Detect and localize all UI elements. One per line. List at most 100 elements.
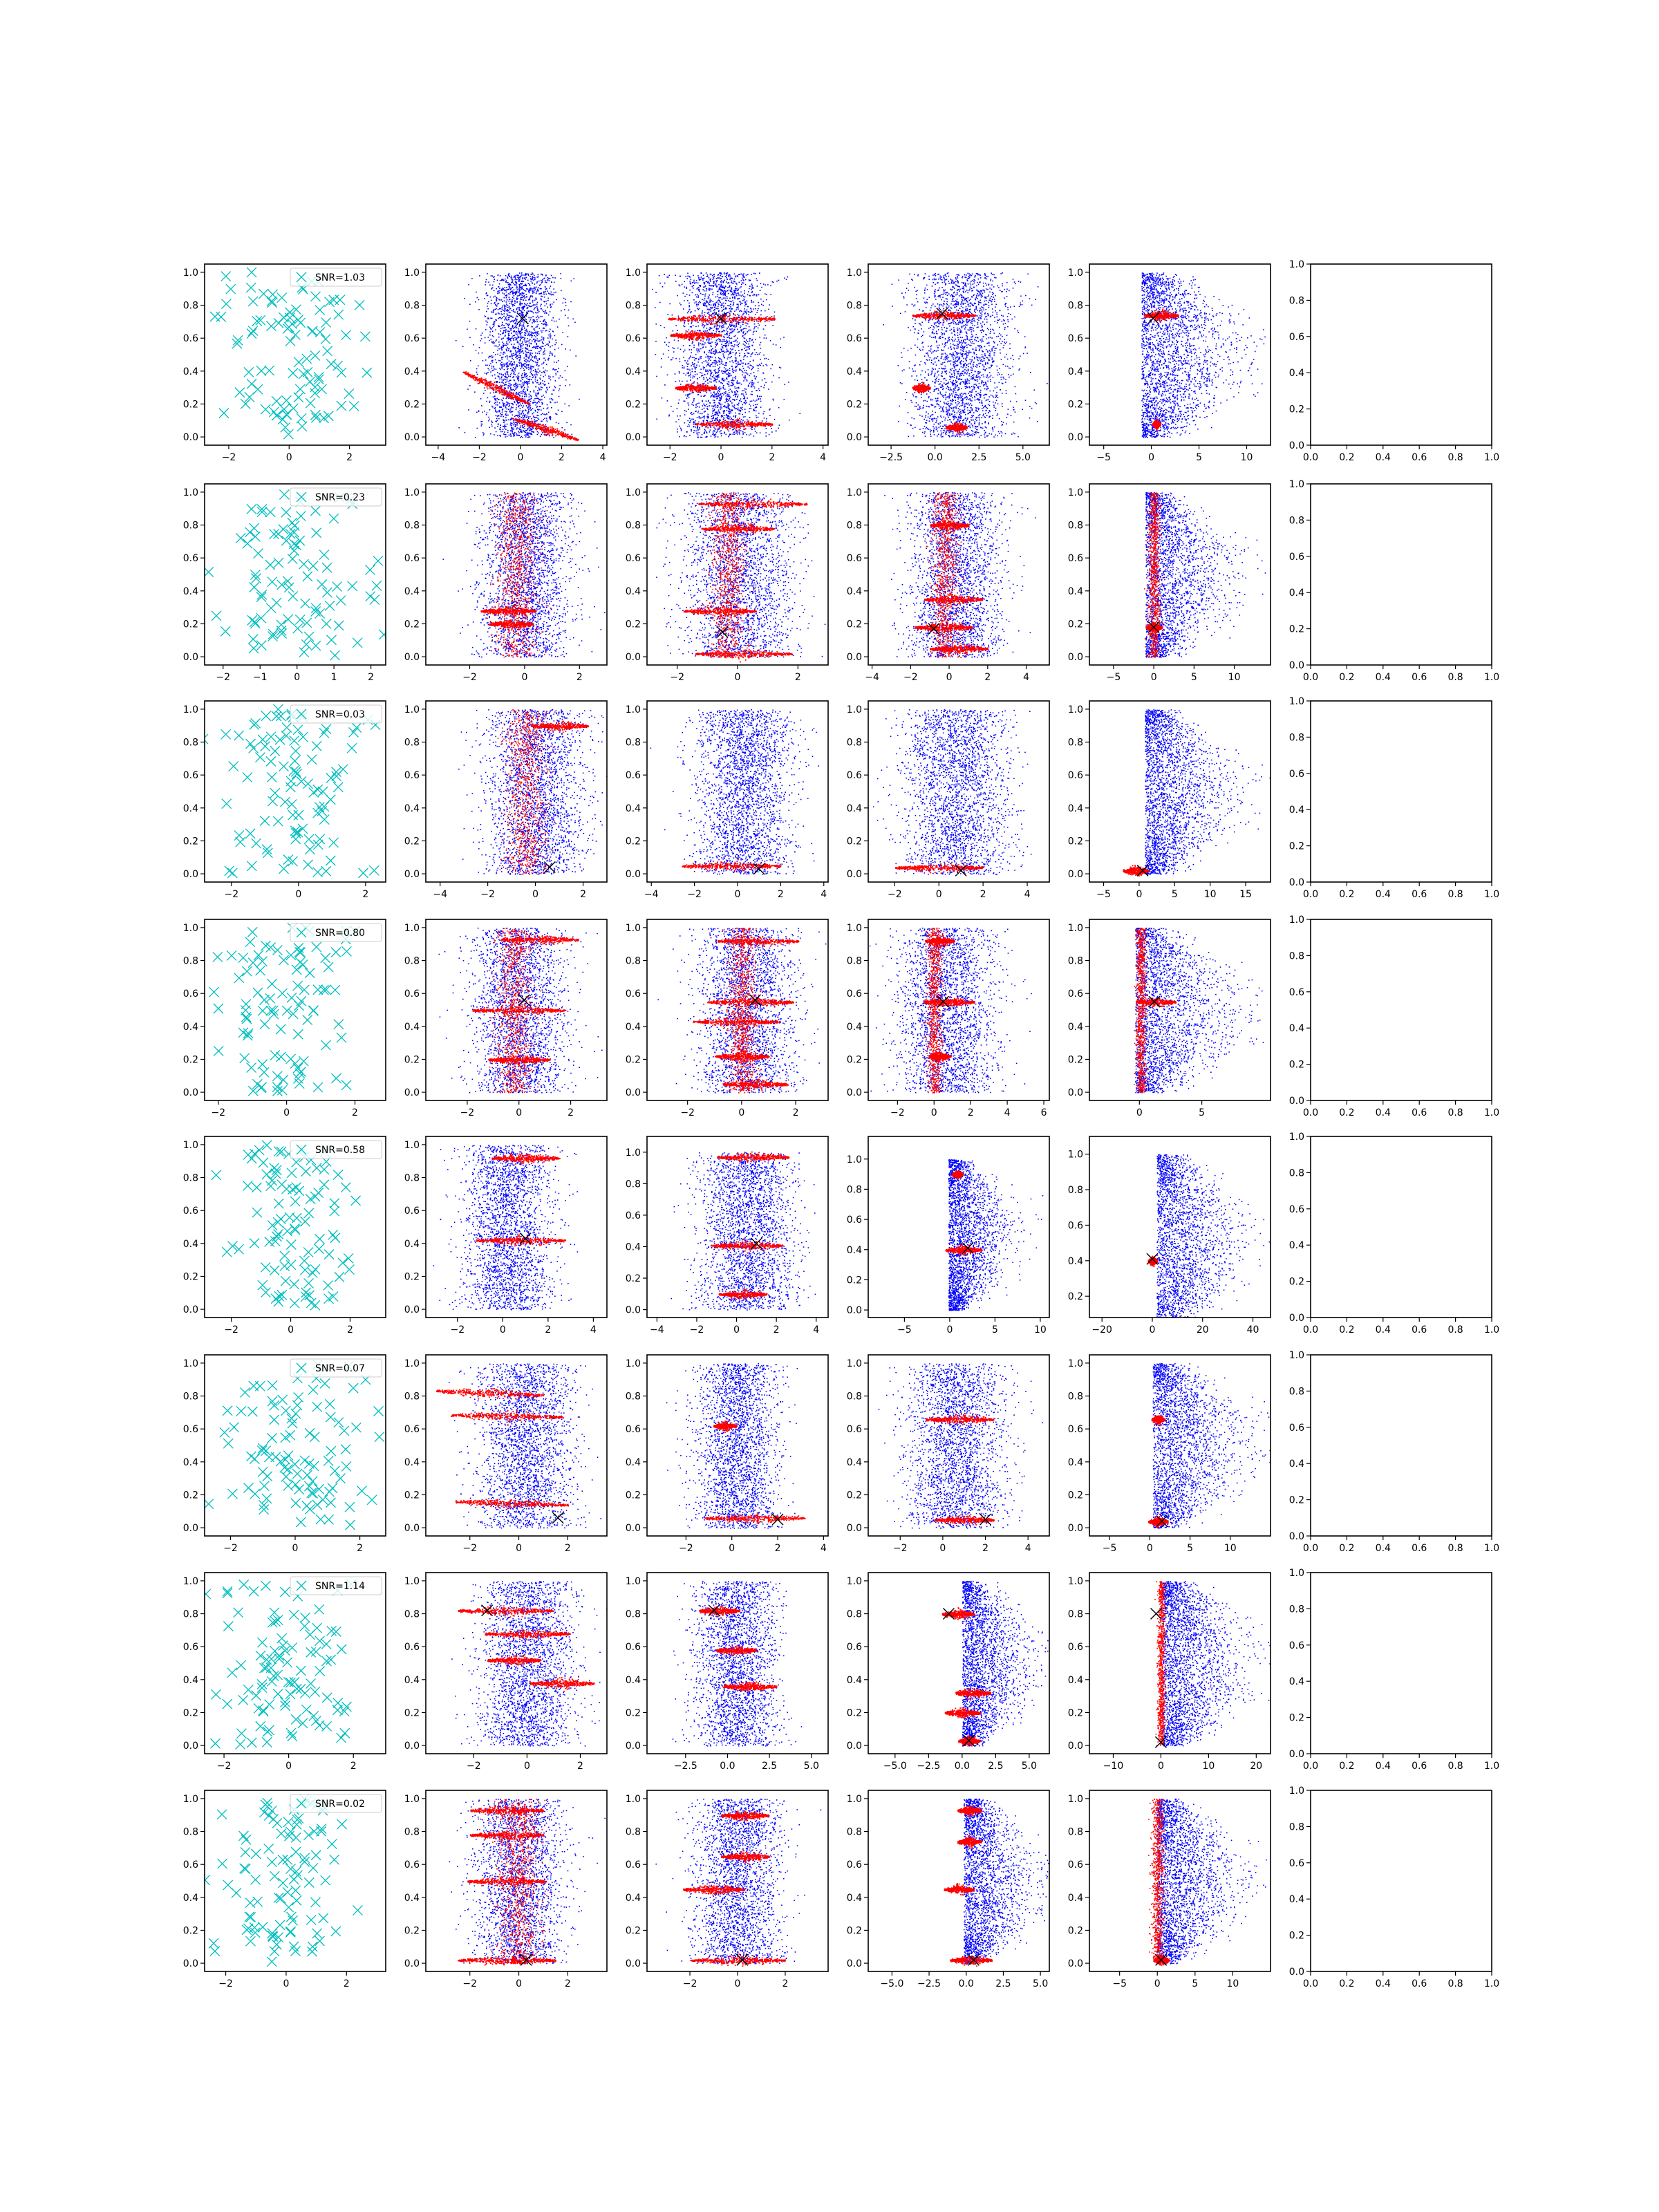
blue-point — [724, 367, 725, 368]
blue-point — [499, 317, 500, 319]
blue-point — [541, 389, 542, 391]
blue-point — [541, 308, 542, 310]
red-band-point — [505, 393, 506, 395]
blue-point — [515, 386, 516, 387]
blue-point — [722, 379, 723, 381]
blue-point — [505, 356, 507, 357]
blue-point — [726, 362, 727, 364]
blue-point — [547, 290, 548, 292]
blue-point — [729, 357, 731, 359]
blue-point — [746, 370, 747, 371]
blue-point — [732, 382, 733, 384]
blue-point — [503, 332, 504, 334]
blue-point — [529, 379, 531, 380]
blue-point — [721, 344, 722, 345]
blue-point — [533, 428, 534, 429]
blue-point — [549, 288, 550, 289]
x-tick-label: 0 — [286, 452, 292, 463]
blue-point — [522, 350, 523, 351]
blue-point — [726, 308, 727, 310]
red-band-point — [573, 438, 574, 440]
blue-point — [478, 299, 480, 301]
blue-point — [546, 413, 547, 415]
blue-point — [720, 285, 722, 286]
blue-point — [552, 353, 553, 354]
blue-point — [503, 346, 504, 347]
blue-point — [521, 325, 523, 326]
blue-point — [688, 424, 690, 425]
blue-point — [507, 305, 509, 306]
blue-point — [497, 303, 498, 305]
blue-point — [687, 312, 688, 314]
blue-point — [529, 368, 531, 369]
blue-point — [707, 380, 709, 382]
blue-point — [545, 385, 546, 386]
blue-point — [496, 368, 497, 370]
blue-point — [539, 340, 541, 341]
blue-point — [729, 411, 731, 412]
blue-point — [710, 280, 711, 281]
blue-point — [721, 307, 722, 308]
blue-point — [697, 432, 698, 433]
blue-point — [532, 366, 534, 367]
blue-point — [760, 299, 762, 300]
blue-point — [706, 433, 708, 434]
blue-point — [746, 339, 747, 341]
blue-point — [526, 312, 527, 313]
blue-point — [498, 411, 499, 413]
blue-point — [538, 384, 540, 386]
blue-point — [711, 427, 712, 428]
blue-point — [535, 377, 536, 378]
blue-point — [679, 285, 681, 287]
y-tick-label: 0.4 — [183, 366, 198, 377]
blue-point — [693, 325, 694, 326]
blue-point — [709, 301, 711, 302]
blue-point — [548, 278, 550, 279]
blue-point — [498, 312, 499, 314]
blue-point — [502, 324, 503, 326]
legend: SNR=1.03 — [290, 268, 382, 286]
blue-point — [513, 371, 514, 373]
blue-point — [523, 388, 525, 390]
blue-point — [521, 281, 522, 282]
blue-point — [496, 382, 498, 384]
blue-point — [769, 321, 770, 322]
blue-point — [704, 283, 705, 285]
blue-point — [562, 332, 563, 333]
blue-point — [550, 418, 551, 420]
blue-point — [744, 402, 745, 404]
blue-point — [741, 363, 742, 364]
blue-point — [547, 404, 548, 406]
red-band-point — [546, 434, 547, 435]
blue-point — [753, 410, 755, 411]
blue-point — [527, 375, 528, 377]
blue-point — [513, 429, 514, 431]
red-band-point — [489, 382, 490, 383]
blue-point — [534, 283, 536, 285]
blue-point — [521, 432, 523, 433]
blue-point — [688, 276, 690, 277]
blue-point — [739, 310, 740, 312]
blue-point — [534, 330, 536, 331]
blue-point — [738, 292, 739, 294]
blue-point — [743, 359, 744, 360]
blue-point — [546, 330, 547, 331]
x-tick-label: −4 — [431, 452, 446, 463]
blue-point — [682, 284, 683, 285]
blue-point — [551, 275, 552, 276]
blue-point — [519, 313, 521, 315]
blue-point — [511, 291, 512, 292]
blue-point — [731, 385, 733, 386]
blue-point — [721, 280, 722, 281]
red-band-point — [568, 437, 569, 438]
blue-point — [505, 364, 506, 365]
blue-point — [740, 310, 742, 312]
blue-point — [738, 403, 740, 404]
blue-point — [541, 387, 543, 388]
red-band-point — [555, 435, 556, 437]
blue-point — [503, 433, 505, 435]
blue-point — [786, 279, 787, 281]
blue-point — [495, 309, 496, 310]
blue-point — [715, 435, 717, 437]
blue-point — [762, 420, 763, 422]
